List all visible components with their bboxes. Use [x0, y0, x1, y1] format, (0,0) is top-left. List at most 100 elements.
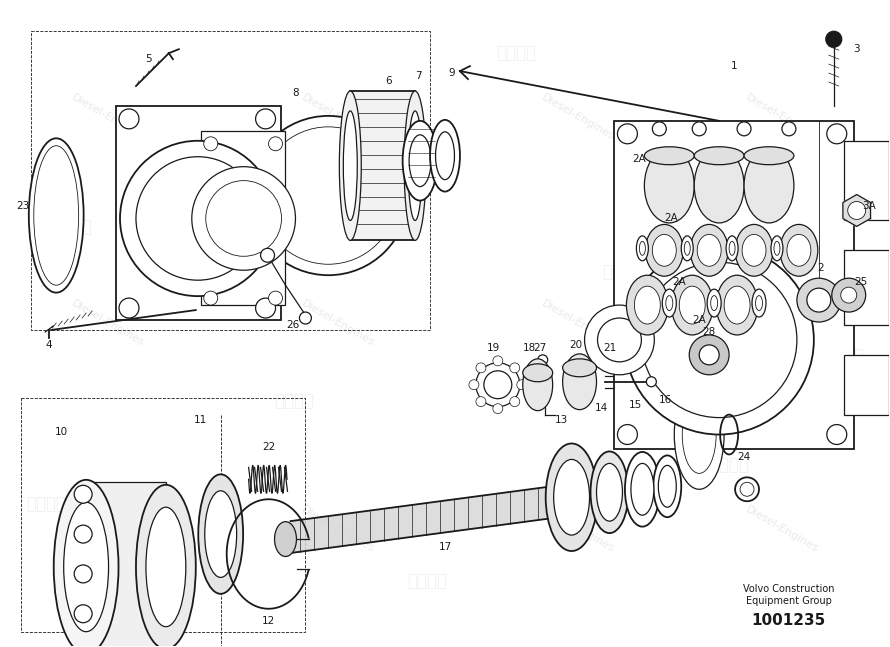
- Text: 1001235: 1001235: [752, 613, 826, 628]
- Bar: [21, 398, 305, 631]
- Text: 12: 12: [262, 616, 275, 626]
- Text: 紫发动力: 紫发动力: [53, 218, 93, 236]
- Text: Diesel-Engines: Diesel-Engines: [540, 298, 616, 349]
- Text: 2A: 2A: [692, 315, 706, 325]
- Circle shape: [618, 424, 637, 444]
- Text: 紫发动力: 紫发动力: [26, 495, 66, 513]
- Circle shape: [120, 141, 276, 296]
- Ellipse shape: [546, 443, 597, 551]
- Ellipse shape: [735, 225, 773, 276]
- Ellipse shape: [742, 234, 766, 267]
- Ellipse shape: [729, 241, 735, 256]
- Circle shape: [255, 298, 276, 318]
- Ellipse shape: [652, 234, 676, 267]
- Text: 10: 10: [54, 426, 68, 437]
- Ellipse shape: [591, 452, 628, 533]
- Ellipse shape: [596, 463, 622, 521]
- Ellipse shape: [771, 236, 783, 261]
- Ellipse shape: [787, 234, 811, 267]
- Circle shape: [299, 312, 312, 324]
- Text: 2A: 2A: [665, 214, 678, 223]
- Text: 5: 5: [146, 54, 152, 64]
- Text: 20: 20: [569, 340, 582, 350]
- Text: 18: 18: [523, 343, 537, 353]
- Circle shape: [269, 291, 282, 305]
- Text: Diesel-Engines: Diesel-Engines: [300, 298, 376, 349]
- Ellipse shape: [744, 148, 794, 223]
- Text: 3: 3: [854, 44, 860, 54]
- Ellipse shape: [522, 364, 553, 382]
- Ellipse shape: [339, 91, 361, 240]
- Circle shape: [493, 404, 503, 413]
- Ellipse shape: [644, 148, 694, 223]
- Ellipse shape: [409, 111, 422, 221]
- Text: 19: 19: [487, 343, 500, 353]
- Text: 22: 22: [262, 443, 275, 452]
- Text: 2A: 2A: [633, 154, 646, 164]
- Circle shape: [848, 201, 866, 219]
- Ellipse shape: [636, 236, 648, 261]
- Bar: [844, 250, 888, 325]
- Text: 23: 23: [17, 201, 30, 210]
- Circle shape: [493, 356, 503, 366]
- Text: 8: 8: [292, 88, 299, 98]
- Circle shape: [832, 278, 866, 312]
- Circle shape: [510, 363, 520, 373]
- Ellipse shape: [554, 459, 589, 535]
- Bar: [844, 355, 888, 415]
- Circle shape: [700, 345, 719, 365]
- Text: 紫发动力: 紫发动力: [408, 572, 448, 590]
- Circle shape: [807, 288, 830, 312]
- Text: Diesel-Engines: Diesel-Engines: [744, 93, 821, 142]
- Text: 3A: 3A: [862, 201, 876, 210]
- Ellipse shape: [691, 225, 728, 276]
- Ellipse shape: [694, 147, 744, 165]
- Text: 13: 13: [555, 415, 568, 424]
- Bar: [31, 31, 430, 330]
- Text: Diesel-Engines: Diesel-Engines: [69, 298, 146, 349]
- Circle shape: [261, 248, 274, 262]
- Bar: [86, 482, 166, 647]
- Ellipse shape: [645, 225, 684, 276]
- Ellipse shape: [28, 138, 84, 292]
- Ellipse shape: [681, 236, 693, 261]
- Circle shape: [585, 305, 654, 375]
- Circle shape: [74, 605, 92, 622]
- Ellipse shape: [198, 474, 243, 594]
- Ellipse shape: [635, 286, 660, 324]
- Ellipse shape: [627, 275, 668, 335]
- Text: 9: 9: [449, 68, 456, 78]
- Text: Diesel-Engines: Diesel-Engines: [744, 298, 821, 349]
- Circle shape: [204, 137, 218, 151]
- Ellipse shape: [675, 380, 724, 489]
- Ellipse shape: [708, 289, 721, 317]
- Circle shape: [476, 397, 486, 406]
- Circle shape: [689, 335, 729, 375]
- Text: 28: 28: [702, 327, 716, 337]
- Ellipse shape: [752, 289, 766, 317]
- Circle shape: [538, 355, 547, 365]
- Ellipse shape: [205, 491, 237, 577]
- Ellipse shape: [666, 296, 673, 311]
- Circle shape: [737, 122, 751, 136]
- Ellipse shape: [653, 455, 681, 517]
- Circle shape: [204, 291, 218, 305]
- Text: 27: 27: [533, 343, 546, 353]
- Ellipse shape: [631, 463, 654, 515]
- Text: 16: 16: [659, 395, 672, 404]
- Text: Volvo Construction: Volvo Construction: [743, 584, 835, 594]
- Ellipse shape: [659, 465, 676, 507]
- Text: Diesel-Engines: Diesel-Engines: [69, 505, 146, 554]
- Ellipse shape: [274, 521, 296, 556]
- Ellipse shape: [344, 111, 357, 221]
- Ellipse shape: [683, 396, 716, 474]
- Circle shape: [510, 397, 520, 406]
- Ellipse shape: [562, 359, 596, 377]
- Ellipse shape: [671, 275, 713, 335]
- Circle shape: [692, 122, 706, 136]
- Circle shape: [826, 31, 842, 47]
- Text: 14: 14: [595, 402, 608, 413]
- Circle shape: [597, 318, 642, 362]
- Ellipse shape: [639, 241, 645, 256]
- Ellipse shape: [694, 148, 744, 223]
